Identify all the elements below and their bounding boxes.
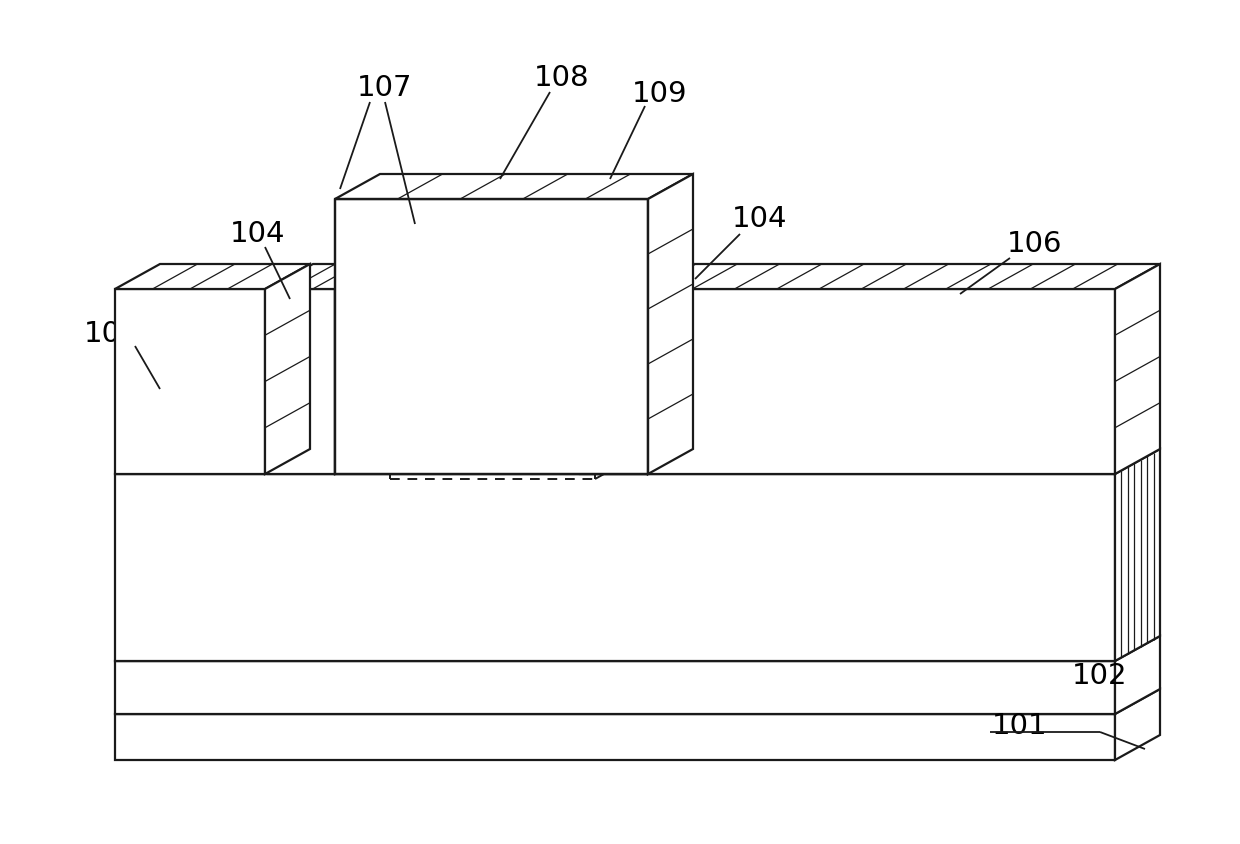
Polygon shape	[115, 689, 1159, 714]
Polygon shape	[335, 199, 649, 474]
Text: 104: 104	[231, 220, 285, 248]
Polygon shape	[1115, 636, 1159, 714]
Polygon shape	[115, 289, 265, 474]
Polygon shape	[115, 636, 1159, 661]
Text: 105: 105	[84, 320, 140, 348]
Polygon shape	[580, 264, 693, 289]
Polygon shape	[649, 264, 693, 474]
Text: 104: 104	[733, 205, 787, 233]
Polygon shape	[115, 714, 1115, 760]
Text: 108: 108	[534, 64, 590, 92]
Text: 103: 103	[1078, 560, 1133, 588]
Text: 107: 107	[357, 74, 413, 102]
Polygon shape	[1115, 264, 1159, 474]
Polygon shape	[268, 264, 379, 289]
Text: 106: 106	[1007, 230, 1063, 258]
Text: 101: 101	[992, 712, 1048, 740]
Polygon shape	[1115, 449, 1159, 661]
Polygon shape	[115, 449, 1159, 474]
Text: 109: 109	[632, 80, 688, 108]
Polygon shape	[115, 264, 310, 289]
Polygon shape	[115, 474, 1115, 661]
Polygon shape	[335, 174, 693, 199]
Polygon shape	[650, 264, 1159, 289]
Polygon shape	[580, 289, 649, 474]
Polygon shape	[115, 661, 1115, 714]
Polygon shape	[650, 289, 1115, 474]
Polygon shape	[1115, 689, 1159, 760]
Polygon shape	[335, 264, 379, 474]
Polygon shape	[649, 174, 693, 474]
Polygon shape	[265, 264, 310, 474]
Text: 102: 102	[1073, 662, 1127, 690]
Polygon shape	[268, 289, 335, 474]
